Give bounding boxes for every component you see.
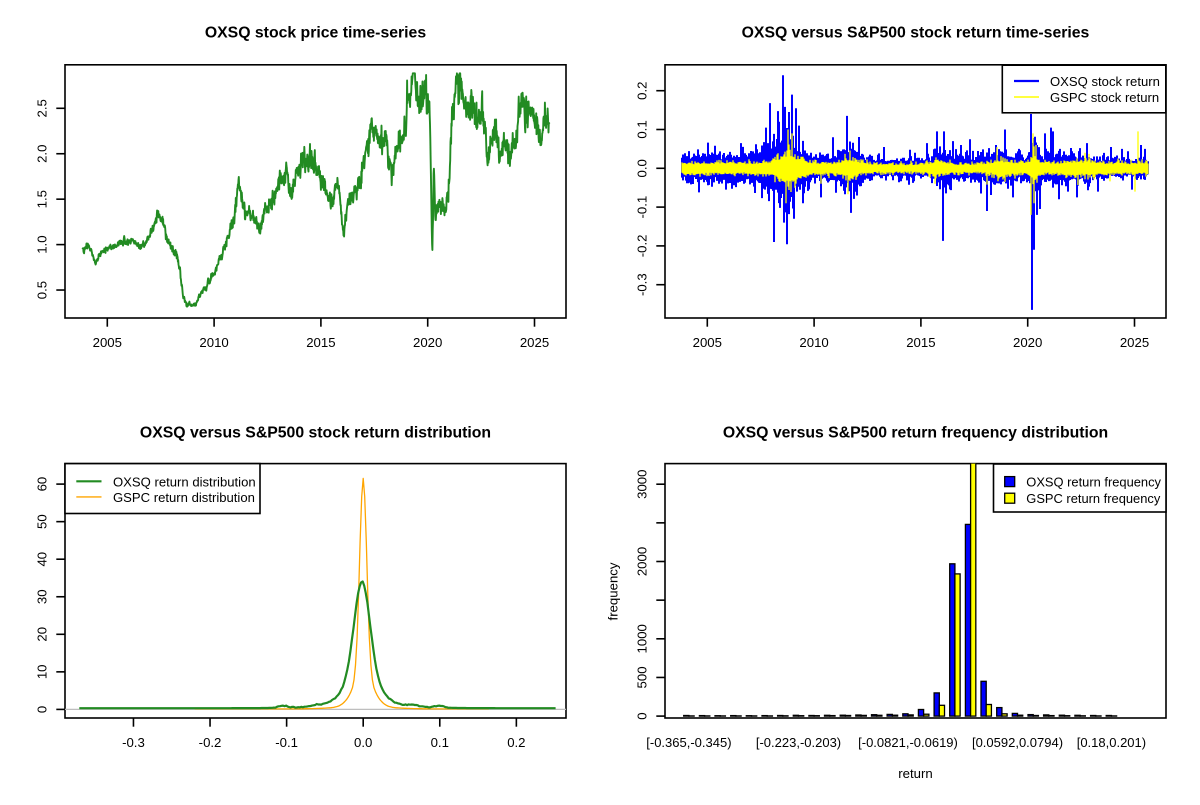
svg-text:1000: 1000 — [635, 624, 650, 653]
svg-text:0.1: 0.1 — [431, 735, 449, 750]
svg-text:OXSQ return distribution: OXSQ return distribution — [113, 474, 256, 489]
svg-text:60: 60 — [35, 477, 50, 492]
svg-text:OXSQ versus S&P500 stock retur: OXSQ versus S&P500 stock return time-ser… — [742, 25, 1090, 42]
svg-text:2020: 2020 — [413, 335, 442, 350]
svg-text:10: 10 — [35, 665, 50, 680]
svg-text:GSPC return frequency: GSPC return frequency — [1026, 491, 1161, 506]
svg-text:OXSQ stock price time-series: OXSQ stock price time-series — [205, 25, 426, 42]
svg-text:2025: 2025 — [1120, 335, 1149, 350]
svg-text:-0.3: -0.3 — [635, 273, 650, 296]
svg-text:30: 30 — [35, 589, 50, 604]
svg-text:0: 0 — [35, 706, 50, 713]
svg-text:return: return — [898, 766, 932, 781]
svg-text:500: 500 — [635, 666, 650, 688]
svg-text:2005: 2005 — [93, 335, 122, 350]
svg-text:-0.1: -0.1 — [635, 196, 650, 219]
svg-text:3000: 3000 — [635, 470, 650, 499]
svg-text:2.5: 2.5 — [35, 99, 50, 117]
svg-text:frequency: frequency — [606, 562, 621, 620]
svg-text:OXSQ versus S&P500 stock retur: OXSQ versus S&P500 stock return distribu… — [140, 425, 491, 442]
svg-text:2005: 2005 — [693, 335, 722, 350]
svg-text:OXSQ return frequency: OXSQ return frequency — [1026, 475, 1161, 490]
svg-text:OXSQ versus S&P500 return freq: OXSQ versus S&P500 return frequency dist… — [723, 425, 1108, 442]
svg-text:[0.18,0.201): [0.18,0.201) — [1077, 735, 1146, 750]
svg-text:[-0.365,-0.345): [-0.365,-0.345) — [646, 735, 731, 750]
svg-text:50: 50 — [35, 514, 50, 529]
svg-text:-0.2: -0.2 — [199, 735, 222, 750]
svg-text:[-0.223,-0.203): [-0.223,-0.203) — [756, 735, 841, 750]
svg-text:1.5: 1.5 — [35, 190, 50, 208]
svg-text:0.5: 0.5 — [35, 281, 50, 299]
svg-text:2.0: 2.0 — [35, 145, 50, 163]
svg-text:GSPC return distribution: GSPC return distribution — [113, 490, 255, 505]
svg-text:-0.1: -0.1 — [275, 735, 298, 750]
svg-text:2010: 2010 — [199, 335, 228, 350]
svg-text:GSPC stock return: GSPC stock return — [1050, 90, 1159, 105]
svg-text:1.0: 1.0 — [35, 235, 50, 253]
svg-text:0.2: 0.2 — [635, 82, 650, 100]
svg-text:0.2: 0.2 — [507, 735, 525, 750]
svg-text:20: 20 — [35, 627, 50, 642]
svg-text:2020: 2020 — [1013, 335, 1042, 350]
svg-text:40: 40 — [35, 552, 50, 567]
svg-text:2010: 2010 — [799, 335, 828, 350]
svg-text:-0.2: -0.2 — [635, 235, 650, 258]
svg-text:0: 0 — [635, 712, 650, 719]
svg-text:2015: 2015 — [906, 335, 935, 350]
svg-text:OXSQ stock return: OXSQ stock return — [1050, 74, 1160, 89]
svg-text:2015: 2015 — [306, 335, 335, 350]
svg-text:[0.0592,0.0794): [0.0592,0.0794) — [972, 735, 1063, 750]
svg-text:2000: 2000 — [635, 547, 650, 576]
svg-text:[-0.0821,-0.0619): [-0.0821,-0.0619) — [858, 735, 958, 750]
svg-text:-0.3: -0.3 — [122, 735, 145, 750]
svg-text:0.0: 0.0 — [354, 735, 372, 750]
svg-text:2025: 2025 — [520, 335, 549, 350]
svg-text:0.1: 0.1 — [635, 120, 650, 138]
svg-text:0.0: 0.0 — [635, 159, 650, 177]
